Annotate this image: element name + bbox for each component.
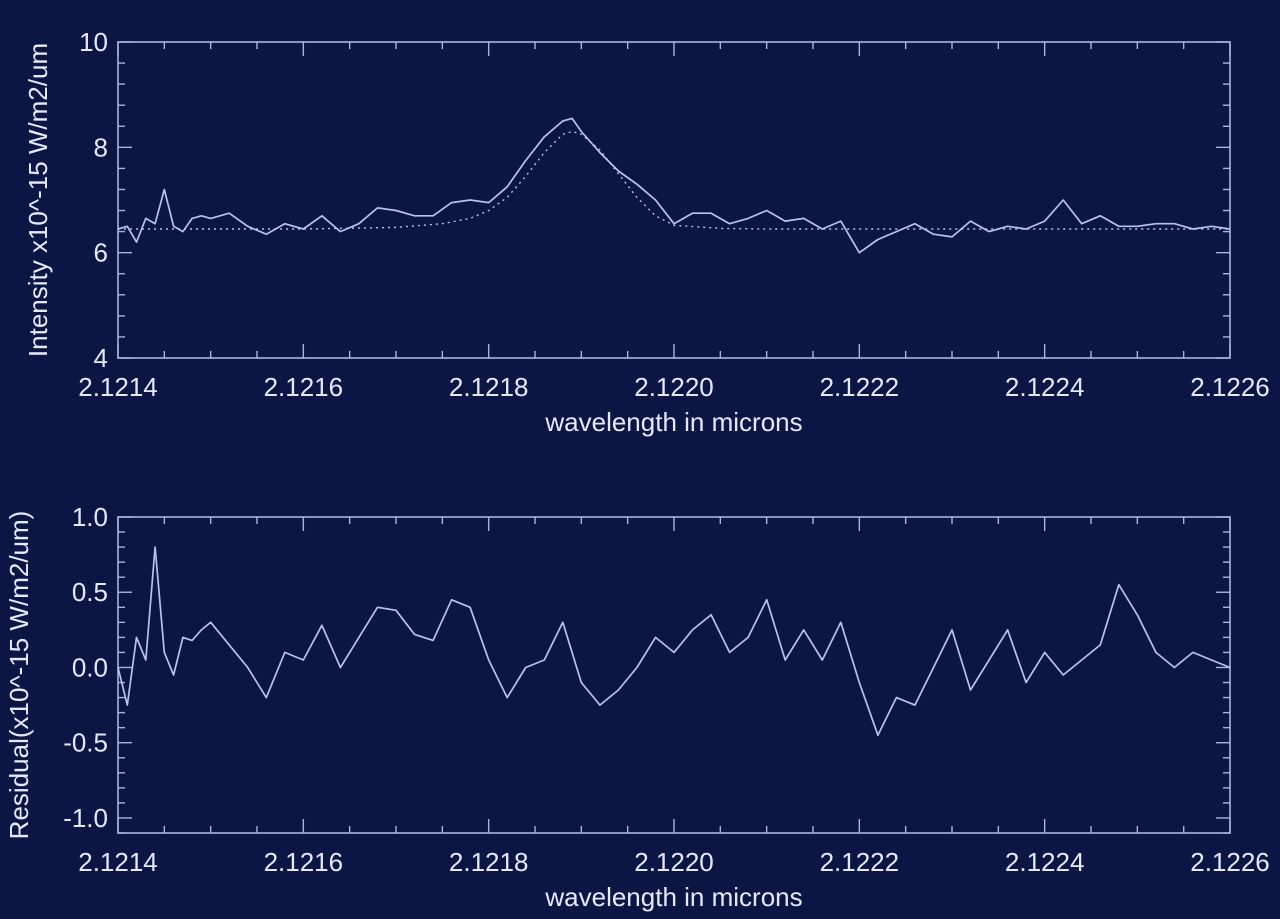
intensity-fit-line	[118, 130, 1230, 230]
residual-x-tick-labels: 2.1214 2.1216 2.1218 2.1220 2.1222 2.1224 2.12…	[78, 847, 1270, 877]
intensity-x-tick-label: 2.1226	[1190, 372, 1270, 402]
residual-y-axis-label: Residual(x10^-15 W/m2/um)	[4, 511, 34, 840]
residual-x-tick-label: 2.1222	[820, 847, 900, 877]
intensity-y-axis-label: Intensity x10^-15 W/m2/um	[23, 43, 53, 357]
intensity-y-tick-label: 8	[94, 132, 108, 162]
intensity-x-tick-label: 2.1220	[634, 372, 714, 402]
intensity-series	[117, 117, 1231, 254]
residual-y-tick-label: 0.0	[72, 652, 108, 682]
residual-y-tick-label: 0.5	[72, 577, 108, 607]
residual-x-tick-label: 2.1224	[1005, 847, 1085, 877]
intensity-x-tick-label: 2.1218	[449, 372, 529, 402]
intensity-ticks	[117, 41, 1231, 359]
intensity-y-tick-labels: 4 6 8 10	[79, 27, 108, 373]
residual-x-tick-label: 2.1220	[634, 847, 714, 877]
intensity-x-tick-label: 2.1224	[1005, 372, 1085, 402]
residual-y-tick-labels: 1.0 0.5 0.0 -0.5 -1.0	[63, 502, 108, 833]
residual-y-tick-label: 1.0	[72, 502, 108, 532]
residual-y-tick-label: -0.5	[63, 728, 108, 758]
residual-data-line	[117, 546, 1231, 737]
intensity-y-tick-label: 4	[94, 343, 108, 373]
residual-x-tick-label: 2.1218	[449, 847, 529, 877]
intensity-x-tick-label: 2.1216	[264, 372, 344, 402]
intensity-x-tick-label: 2.1222	[820, 372, 900, 402]
intensity-y-tick-label: 10	[79, 27, 108, 57]
residual-panel: 2.1214 2.1216 2.1218 2.1220 2.1222 2.1224 2.12…	[4, 502, 1270, 912]
residual-x-tick-label: 2.1226	[1190, 847, 1270, 877]
residual-y-tick-label: -1.0	[63, 803, 108, 833]
intensity-data-line	[117, 117, 1231, 254]
intensity-x-tick-labels: 2.1214 2.1216 2.1218 2.1220 2.1222 2.1224 2.12…	[78, 372, 1270, 402]
intensity-panel: 2.1214 2.1216 2.1218 2.1220 2.1222 2.1224 2.12…	[23, 27, 1270, 437]
intensity-x-axis-label: wavelength in microns	[544, 407, 802, 437]
residual-x-tick-label: 2.1214	[78, 847, 158, 877]
residual-ticks	[117, 516, 1231, 834]
intensity-y-tick-label: 6	[94, 238, 108, 268]
residual-series	[117, 546, 1231, 737]
residual-x-axis-label: wavelength in microns	[544, 882, 802, 912]
intensity-x-tick-label: 2.1214	[78, 372, 158, 402]
residual-x-tick-label: 2.1216	[264, 847, 344, 877]
